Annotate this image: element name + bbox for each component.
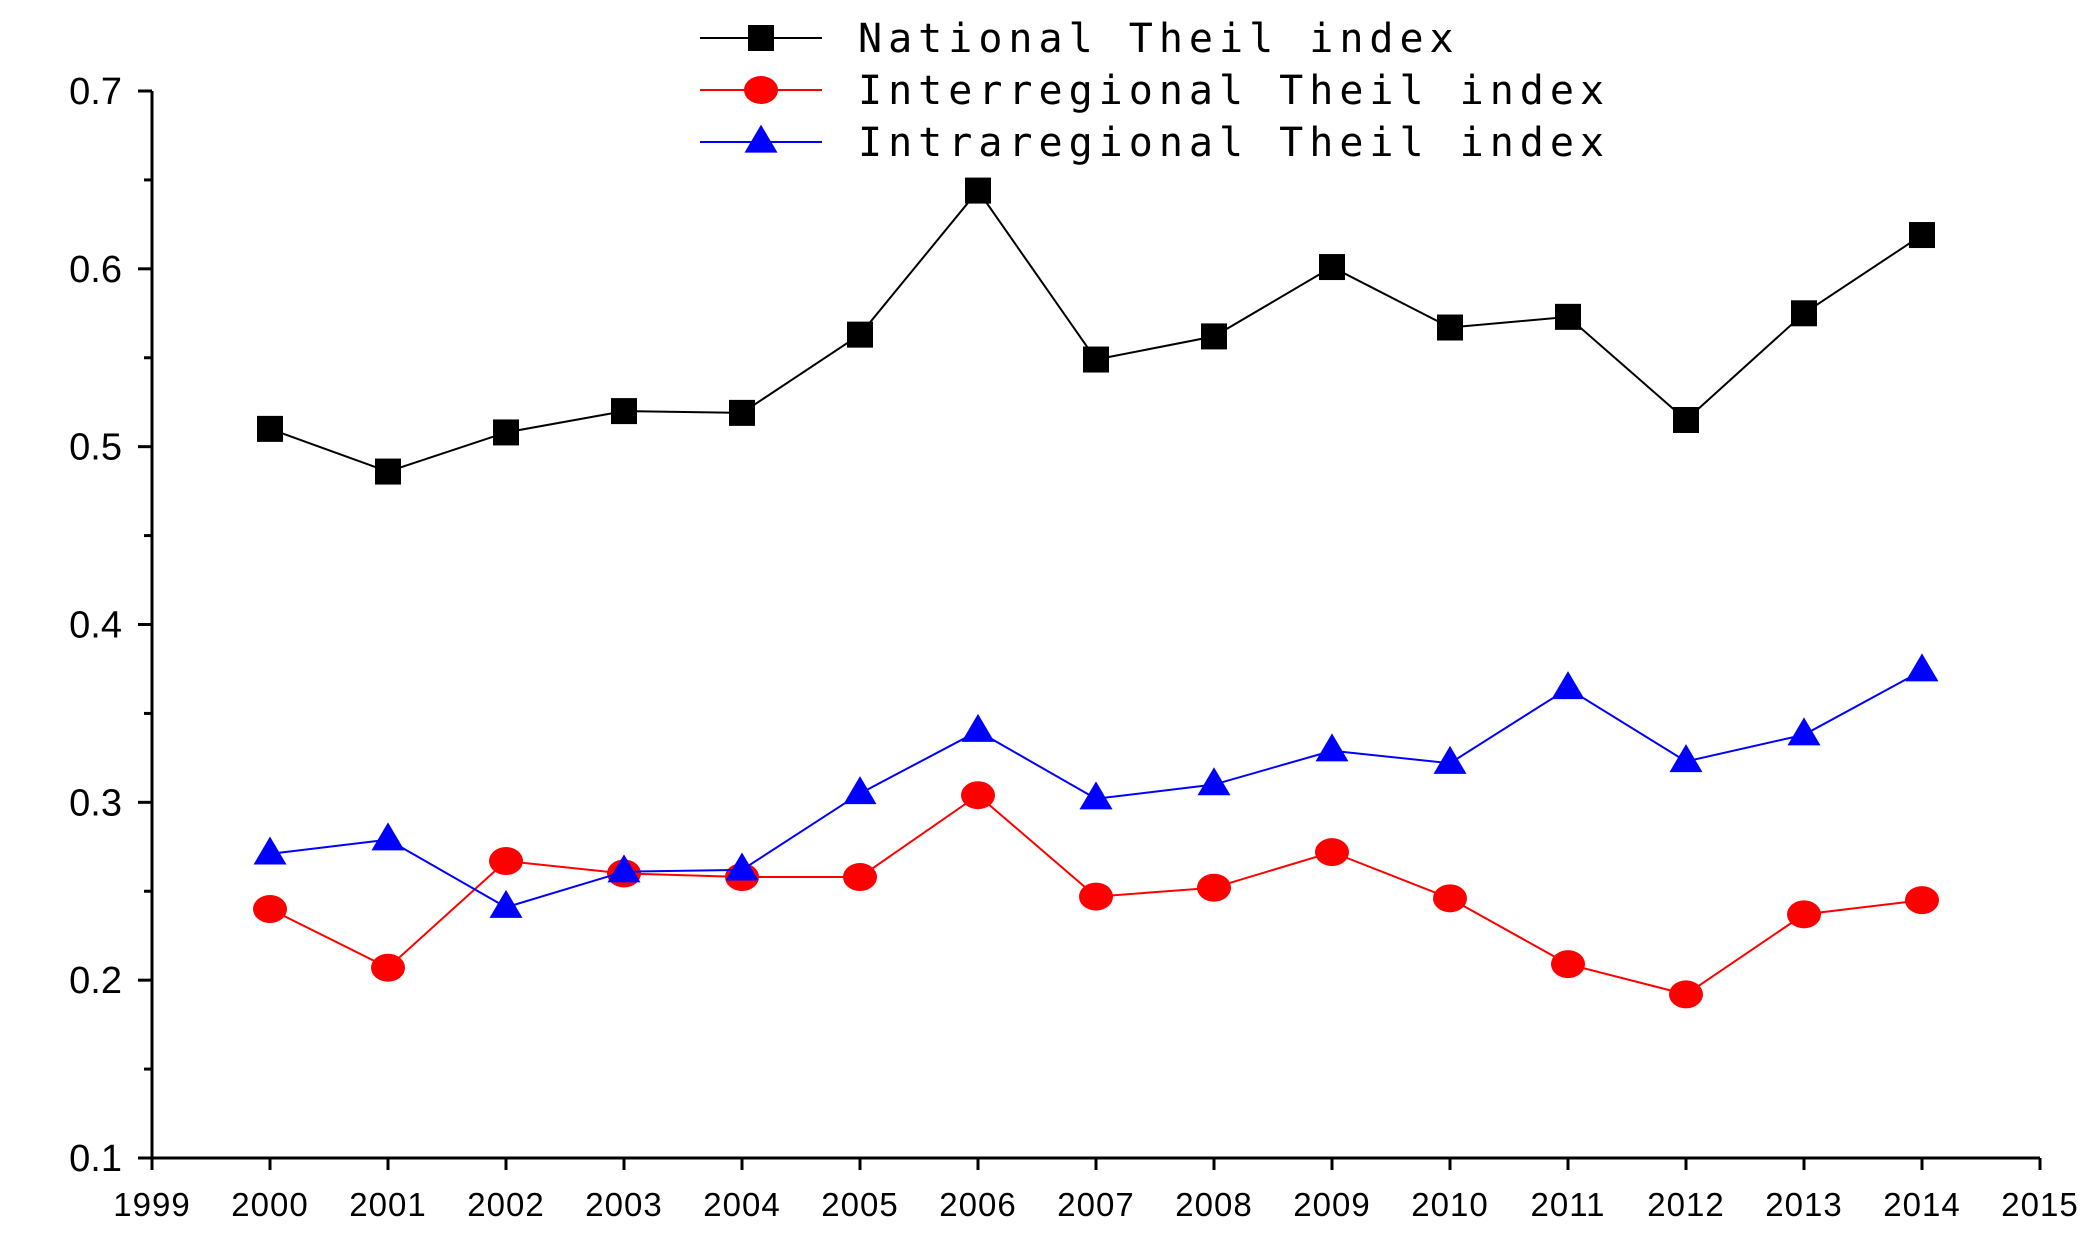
data-point [847, 321, 873, 348]
legend-marker [744, 124, 778, 153]
data-point [493, 419, 519, 446]
data-point [725, 852, 759, 881]
legend-label: National Theil index [858, 16, 1460, 62]
data-point [1673, 406, 1699, 433]
x-tick-label: 2003 [585, 1186, 662, 1223]
x-tick-label: 2009 [1293, 1186, 1370, 1223]
legend-marker [748, 25, 774, 51]
data-point [1787, 900, 1821, 929]
y-tick-label: 0.2 [69, 960, 122, 1002]
data-point [253, 895, 287, 924]
x-tick-label: 1999 [113, 1186, 190, 1223]
legend: National Theil index Interregional Theil … [700, 16, 1610, 166]
x-tick-label: 2000 [231, 1186, 308, 1223]
data-point [1197, 873, 1231, 902]
data-point [253, 836, 287, 865]
x-tick-label: 2015 [2001, 1186, 2078, 1223]
x-tick-label: 2012 [1647, 1186, 1724, 1223]
data-point [1669, 744, 1703, 773]
legend-marker [744, 76, 778, 104]
data-point [961, 713, 995, 742]
data-point [489, 847, 523, 876]
data-point [1079, 882, 1113, 911]
x-tick-label: 2004 [703, 1186, 780, 1223]
y-tick-label: 0.5 [69, 427, 122, 469]
data-point [1079, 781, 1113, 810]
data-point [1197, 767, 1231, 796]
data-point [961, 781, 995, 810]
data-point [257, 415, 283, 442]
data-point [1905, 886, 1939, 915]
x-tick-label: 2013 [1765, 1186, 1842, 1223]
data-point [729, 399, 755, 426]
data-point [1319, 254, 1345, 281]
data-point [1201, 323, 1227, 350]
data-point [1551, 671, 1585, 700]
series-triangle [253, 653, 1939, 918]
data-point [1669, 980, 1703, 1009]
legend-entry: Intraregional Theil index [700, 120, 1610, 166]
data-point [1905, 653, 1939, 682]
y-tick-label: 0.7 [69, 71, 122, 113]
data-point [489, 889, 523, 918]
axes: 0.1 0.2 0.3 0.4 0.5 0.6 0.7 1999 2000 2001 2002 200… [69, 71, 2078, 1223]
legend-label: Intraregional Theil index [858, 120, 1610, 166]
data-point [1433, 745, 1467, 774]
data-point [611, 398, 637, 425]
y-tick-label: 0.4 [69, 605, 122, 647]
data-point [843, 863, 877, 892]
legend-entry: National Theil index [700, 16, 1460, 62]
y-tick-label: 0.1 [69, 1138, 122, 1180]
x-tick-label: 2001 [349, 1186, 426, 1223]
data-point [1315, 733, 1349, 762]
x-tick-label: 2011 [1531, 1186, 1606, 1223]
data-point [1787, 717, 1821, 746]
data-point [1551, 950, 1585, 979]
data-point [1791, 300, 1817, 327]
data-point [375, 458, 401, 485]
data-point [1909, 222, 1935, 249]
x-tick-label: 2007 [1057, 1186, 1134, 1223]
series-square [257, 177, 1935, 485]
data-point [371, 953, 405, 982]
x-tick-label: 2014 [1883, 1186, 1960, 1223]
data-point [371, 822, 405, 851]
x-tick-label: 2006 [939, 1186, 1016, 1223]
x-tick-label: 2005 [821, 1186, 898, 1223]
data-point [1437, 314, 1463, 341]
y-tick-label: 0.3 [69, 782, 122, 824]
data-point [843, 776, 877, 805]
x-tick-label: 2010 [1411, 1186, 1488, 1223]
data-point [1555, 303, 1581, 330]
series-layer [253, 177, 1939, 1009]
x-tick-label: 2002 [467, 1186, 544, 1223]
legend-label: Interregional Theil index [858, 68, 1610, 114]
data-point [1083, 346, 1109, 373]
legend-entry: Interregional Theil index [700, 68, 1610, 114]
data-point [607, 854, 641, 883]
data-point [965, 177, 991, 204]
x-tick-label: 2008 [1175, 1186, 1252, 1223]
y-tick-label: 0.6 [69, 249, 122, 291]
data-point [1315, 838, 1349, 867]
data-point [1433, 884, 1467, 913]
